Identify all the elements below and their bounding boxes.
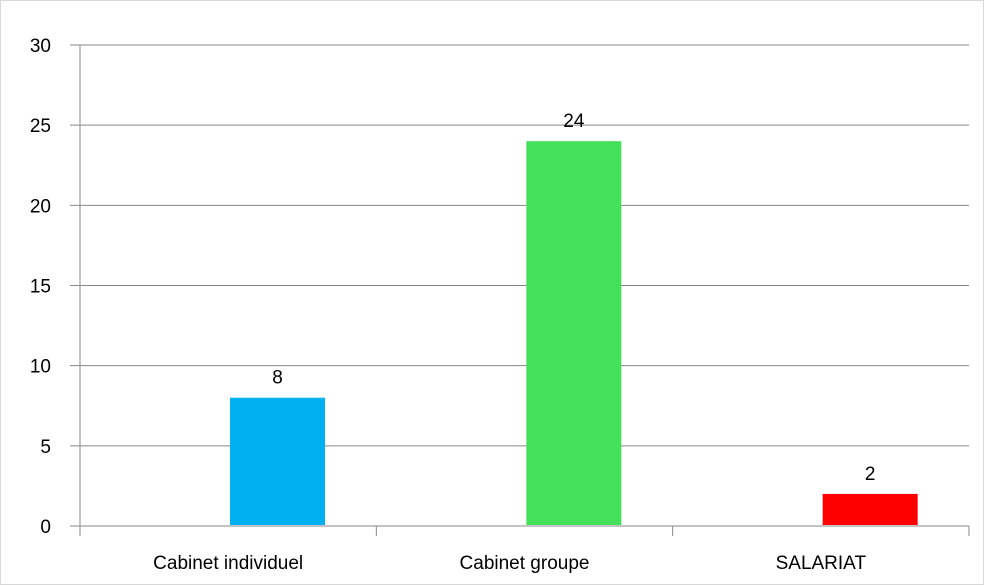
data-label: 2 [865, 464, 876, 485]
y-tick-label: 30 [30, 36, 51, 57]
bar-cabinet-individuel [230, 397, 325, 525]
x-category-label: SALARIAT [776, 553, 867, 574]
y-tick-label: 0 [40, 517, 51, 538]
x-category-label: Cabinet individuel [153, 553, 303, 574]
bar-cabinet-groupe [526, 141, 622, 525]
data-label: 24 [563, 111, 585, 132]
y-tick-label: 20 [30, 196, 51, 217]
data-label: 8 [272, 368, 283, 389]
bar-salariat [822, 493, 918, 525]
y-tick-label: 25 [30, 116, 51, 137]
bars [230, 141, 918, 525]
labels: 0 5 10 15 20 25 30 8 Cabinet individuel 24 Cabinet… [30, 36, 876, 574]
gridlines [70, 44, 969, 527]
x-category-label: Cabinet groupe [460, 553, 590, 574]
y-tick-label: 5 [40, 437, 51, 458]
axes [79, 45, 970, 536]
y-tick-label: 10 [30, 357, 51, 378]
y-tick-label: 15 [30, 277, 51, 298]
